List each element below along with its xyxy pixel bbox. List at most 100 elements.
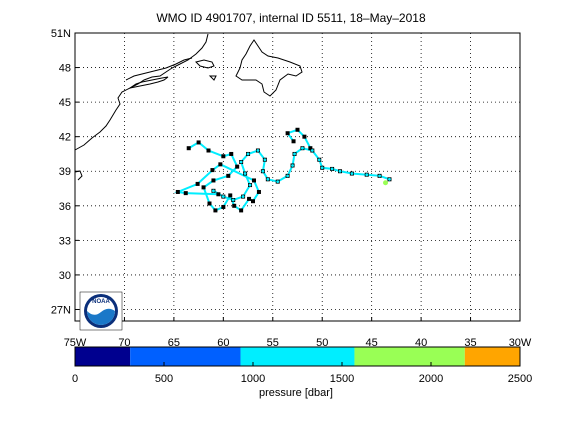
- profile-marker: [239, 208, 244, 213]
- colorbar-tick-label: 500: [155, 373, 173, 385]
- track-point: [239, 160, 243, 164]
- colorbar-band: [464, 347, 520, 366]
- profile-marker: [211, 178, 216, 183]
- track-point: [388, 177, 391, 181]
- y-tick-label: 30: [59, 270, 71, 282]
- coastline: [74, 33, 303, 181]
- x-tick-label: 40: [415, 337, 427, 349]
- coastline-gulf: [125, 57, 193, 81]
- colorbar-band: [354, 347, 465, 366]
- latest-position-marker: [383, 180, 389, 186]
- coastline-island: [208, 75, 217, 81]
- track-point: [261, 169, 265, 173]
- noaa-logo-text: NOAA: [92, 299, 110, 305]
- track-point: [276, 180, 280, 184]
- map-panel: 75W 70 65 60 55 50 45 40 35 30W 27N 30 33 36 39 42 45 48…: [51, 28, 532, 349]
- track-point: [286, 174, 290, 178]
- profile-marker: [228, 193, 233, 198]
- y-tick-label: 48: [59, 63, 71, 75]
- colorbar-band: [240, 347, 355, 366]
- track-point: [320, 166, 324, 170]
- profile-marker: [251, 199, 255, 204]
- colorbar-tick-label: 0: [72, 373, 78, 385]
- x-axis-ticks: 75W 70 65 60 55 50 45 40 35 30W: [64, 317, 532, 349]
- y-tick-label: 33: [59, 235, 71, 247]
- profile-marker: [207, 201, 212, 206]
- profile-marker: [291, 139, 296, 144]
- track-point: [212, 189, 215, 193]
- profile-marker: [235, 164, 240, 169]
- colorbar-band: [130, 347, 241, 366]
- profile-marker: [308, 146, 313, 151]
- colorbar-tick-label: 2000: [419, 373, 443, 385]
- coastline-cape-breton: [195, 59, 215, 69]
- profile-marker: [251, 178, 256, 183]
- profile-marker: [221, 204, 226, 209]
- map-frame: [74, 32, 521, 322]
- track-point: [241, 195, 245, 198]
- y-tick-label: 51N: [51, 28, 71, 40]
- track-point: [243, 172, 247, 175]
- track-point: [350, 172, 354, 175]
- track-point: [301, 146, 304, 150]
- profile-marker: [213, 208, 218, 213]
- track-point: [256, 149, 260, 152]
- track-point: [231, 198, 235, 202]
- profile-marker: [175, 189, 180, 194]
- pressure-colorbar: 0 500 1000 1500 2000 2500 pressure [dbar]: [72, 346, 532, 399]
- colorbar-label: pressure [dbar]: [259, 387, 333, 399]
- coastline-newfoundland: [235, 39, 303, 97]
- profile-marker: [206, 148, 211, 153]
- profile-marker: [201, 185, 206, 190]
- y-tick-label: 39: [59, 166, 71, 178]
- x-tick-label: 50: [316, 337, 328, 349]
- track-point: [266, 177, 270, 181]
- profile-marker: [186, 146, 191, 151]
- colorbar-band: [75, 347, 131, 366]
- track-point: [310, 149, 314, 152]
- track-point: [365, 173, 369, 177]
- profile-marker: [295, 127, 300, 132]
- x-tick-label: 35: [464, 337, 476, 349]
- profile-marker: [232, 203, 237, 208]
- colorbar-bands: [75, 347, 520, 366]
- track-point: [330, 167, 334, 171]
- x-tick-label: 30W: [509, 337, 532, 349]
- y-tick-label: 45: [59, 97, 71, 109]
- track-point: [317, 158, 321, 162]
- profile-markers: [175, 127, 392, 213]
- y-axis-ticks: 27N 30 33 36 39 42 45 48 51N: [51, 28, 79, 316]
- x-tick-label: 65: [168, 337, 180, 349]
- profile-marker: [196, 140, 201, 145]
- profile-marker: [229, 151, 234, 156]
- track-point: [338, 169, 342, 173]
- colorbar-tick-label: 1500: [330, 373, 354, 385]
- profile-marker: [302, 134, 307, 139]
- noaa-logo-icon: NOAA: [79, 291, 123, 331]
- x-tick-label: 75W: [64, 337, 87, 349]
- profile-marker: [183, 191, 188, 196]
- x-tick-label: 45: [366, 337, 378, 349]
- profile-marker: [285, 131, 290, 136]
- map-background: [75, 33, 520, 321]
- y-tick-label: 36: [59, 201, 71, 213]
- y-tick-label: 42: [59, 132, 71, 144]
- profile-marker: [218, 162, 223, 167]
- track-point: [263, 158, 267, 162]
- x-tick-label: 70: [118, 337, 130, 349]
- profile-marker: [216, 192, 221, 197]
- track-point: [221, 195, 225, 198]
- track-point: [246, 152, 250, 156]
- profile-marker: [247, 196, 252, 201]
- profile-marker: [195, 181, 200, 186]
- colorbar-ticks: 0 500 1000 1500 2000 2500: [72, 362, 532, 385]
- colorbar-tick-label: 1000: [241, 373, 265, 385]
- track-point: [248, 183, 252, 187]
- profile-marker: [221, 154, 226, 159]
- colorbar-frame: [74, 346, 521, 367]
- x-tick-label: 60: [217, 337, 229, 349]
- y-tick-label: 27N: [51, 304, 71, 316]
- profile-marker: [256, 189, 261, 194]
